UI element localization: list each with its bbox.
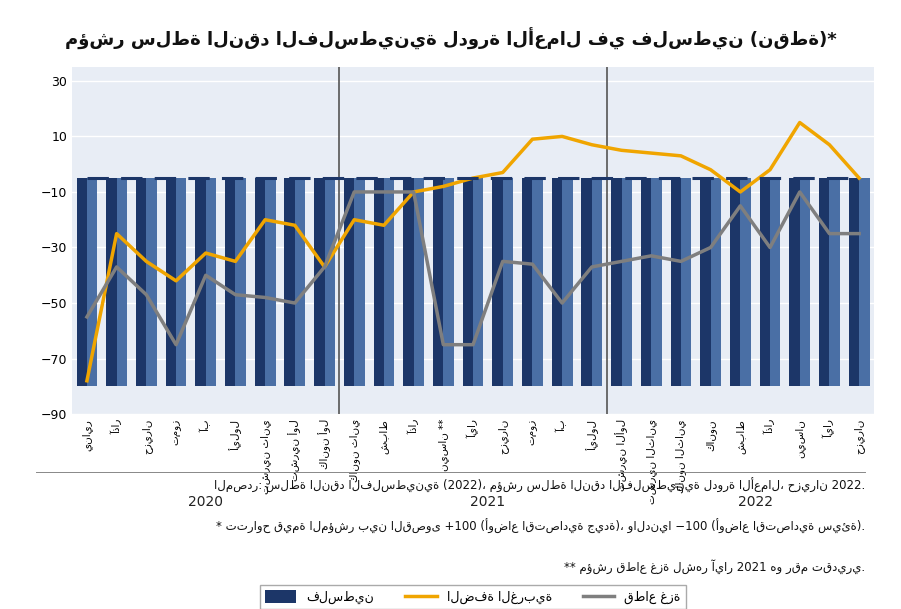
Bar xyxy=(849,178,860,386)
Text: 2020: 2020 xyxy=(188,495,223,509)
Bar xyxy=(146,178,157,386)
Bar xyxy=(562,178,572,386)
Bar xyxy=(443,178,454,386)
Bar xyxy=(344,178,354,386)
Bar xyxy=(414,178,424,386)
Bar xyxy=(741,178,751,386)
Bar xyxy=(166,178,176,386)
Bar xyxy=(432,178,443,386)
Bar xyxy=(711,178,721,386)
Bar xyxy=(641,178,651,386)
Text: * تتراوح قيمة المؤشر بين القصوى +100 (أوضاع اقتصادية جيدة)، والدنيا −100 (أوضاع : * تتراوح قيمة المؤشر بين القصوى +100 (أو… xyxy=(216,519,865,534)
Bar xyxy=(77,178,86,386)
Bar xyxy=(86,178,97,386)
Bar xyxy=(551,178,562,386)
Bar xyxy=(819,178,830,386)
Bar xyxy=(235,178,246,386)
Bar xyxy=(503,178,513,386)
Bar xyxy=(592,178,602,386)
Bar xyxy=(225,178,235,386)
Bar xyxy=(384,178,395,386)
Bar xyxy=(205,178,216,386)
Bar xyxy=(789,178,800,386)
Bar xyxy=(265,178,276,386)
Bar xyxy=(404,178,414,386)
Bar xyxy=(800,178,810,386)
Bar xyxy=(354,178,365,386)
Bar xyxy=(324,178,335,386)
Bar xyxy=(473,178,484,386)
Bar xyxy=(462,178,473,386)
Legend: فلسطين, الضفة الغربية, قطاع غزة: فلسطين, الضفة الغربية, قطاع غزة xyxy=(260,585,686,609)
Bar xyxy=(581,178,592,386)
Bar xyxy=(374,178,384,386)
Bar xyxy=(651,178,661,386)
Bar xyxy=(285,178,295,386)
Bar xyxy=(255,178,265,386)
Bar xyxy=(196,178,205,386)
Bar xyxy=(295,178,305,386)
Bar xyxy=(176,178,187,386)
Bar xyxy=(670,178,681,386)
Bar xyxy=(314,178,324,386)
Bar xyxy=(532,178,542,386)
Bar xyxy=(116,178,127,386)
Bar xyxy=(611,178,622,386)
Text: ** مؤشر قطاع غزة لشهر آيار 2021 هو رقم تقديري.: ** مؤشر قطاع غزة لشهر آيار 2021 هو رقم ت… xyxy=(564,560,865,574)
Bar xyxy=(860,178,869,386)
Text: 2022: 2022 xyxy=(738,495,773,509)
Bar xyxy=(681,178,691,386)
Bar xyxy=(136,178,146,386)
Bar xyxy=(730,178,741,386)
Text: المصدر: سلطة النقد الفلسطينية (2022)، مؤشر سلطة النقد الفلسطينية لدورة الأعمال، : المصدر: سلطة النقد الفلسطينية (2022)، مؤ… xyxy=(214,478,865,493)
Bar xyxy=(622,178,632,386)
Bar xyxy=(830,178,840,386)
Bar xyxy=(700,178,711,386)
Bar xyxy=(492,178,503,386)
Text: 2021: 2021 xyxy=(470,495,505,509)
Bar xyxy=(770,178,780,386)
Bar xyxy=(522,178,532,386)
Bar xyxy=(760,178,770,386)
Bar xyxy=(106,178,116,386)
Text: مؤشر سلطة النقد الفلسطينية لدورة الأعمال في فلسطين (نقطة)*: مؤشر سلطة النقد الفلسطينية لدورة الأعمال… xyxy=(65,27,836,49)
